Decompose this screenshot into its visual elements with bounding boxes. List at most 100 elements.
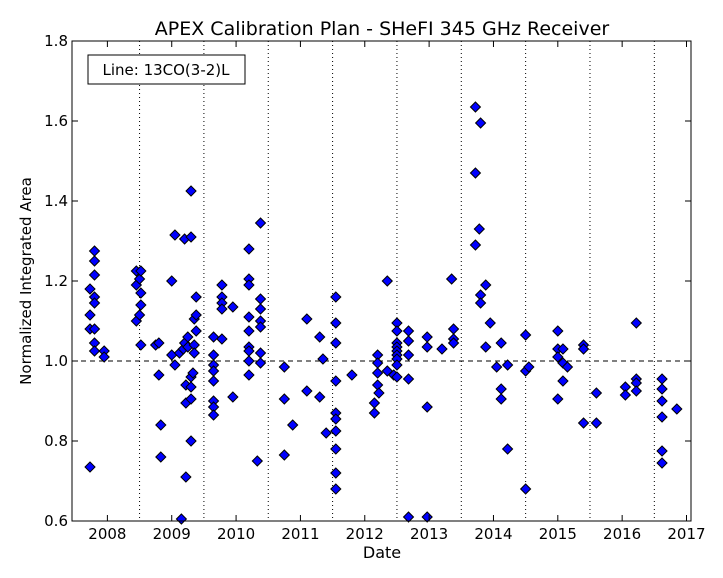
data-point	[84, 461, 96, 473]
data-point	[391, 359, 403, 371]
data-point	[88, 269, 101, 281]
data-point	[330, 425, 342, 437]
data-point	[552, 393, 564, 405]
data-point	[169, 229, 181, 241]
data-point	[391, 325, 403, 337]
data-point	[207, 349, 220, 361]
data-point	[243, 325, 255, 337]
chart-title: APEX Calibration Plan - SHeFI 345 GHz Re…	[155, 18, 610, 40]
data-point	[243, 279, 255, 291]
data-point	[656, 373, 668, 385]
data-point	[243, 355, 255, 367]
data-point	[495, 393, 507, 405]
data-point	[166, 349, 178, 361]
data-point	[301, 385, 313, 397]
x-tick-label: 2010	[217, 525, 255, 543]
x-tick-label: 2015	[539, 525, 577, 543]
data-point	[155, 419, 167, 431]
data-point	[185, 393, 197, 405]
x-tick-label: 2017	[667, 525, 705, 543]
data-point	[207, 365, 220, 377]
data-point	[381, 275, 393, 287]
data-point	[180, 471, 192, 483]
data-point	[474, 117, 487, 129]
data-point	[254, 347, 267, 359]
data-point	[88, 245, 101, 257]
data-point	[421, 511, 433, 523]
data-point	[421, 401, 433, 413]
data-point	[330, 467, 342, 479]
y-tick-label: 1.4	[44, 192, 68, 210]
data-point	[185, 381, 197, 393]
data-point	[447, 337, 460, 349]
data-point	[402, 335, 415, 347]
data-point	[133, 273, 146, 285]
data-point	[169, 359, 181, 371]
data-point	[495, 383, 507, 395]
data-point	[402, 511, 415, 523]
data-point	[630, 317, 643, 329]
x-tick-label: 2009	[153, 525, 191, 543]
data-point	[330, 413, 342, 425]
data-point	[175, 513, 188, 525]
data-point	[484, 317, 496, 329]
data-point	[227, 391, 239, 403]
data-point	[254, 217, 267, 229]
data-point	[243, 311, 255, 323]
data-point	[190, 325, 202, 337]
data-point	[495, 337, 507, 349]
y-tick-label: 1.8	[44, 32, 68, 50]
data-point	[254, 321, 267, 333]
data-point	[402, 349, 415, 361]
data-point	[216, 279, 228, 291]
x-tick-label: 2012	[346, 525, 384, 543]
data-point	[190, 291, 202, 303]
y-tick-label: 1.6	[44, 112, 68, 130]
data-point	[371, 367, 384, 379]
data-point	[330, 483, 342, 495]
data-point	[254, 357, 267, 369]
data-point	[469, 101, 482, 113]
data-point	[135, 299, 147, 311]
data-point	[368, 407, 381, 419]
axes: 2008 2009 2010 2011 2012 2013 2014 2015 2016 2017…	[44, 32, 705, 543]
data-point	[88, 255, 101, 267]
data-point	[656, 411, 668, 423]
data-point	[188, 347, 200, 359]
y-tick-label: 0.6	[44, 512, 68, 530]
data-point	[254, 303, 267, 315]
data-point	[330, 317, 342, 329]
data-point	[391, 371, 403, 383]
data-point	[153, 337, 165, 349]
legend-box: Line: 13CO(3-2)L	[87, 54, 246, 85]
data-point	[187, 367, 199, 379]
data-point	[185, 231, 197, 243]
data-point	[519, 483, 532, 495]
data-point	[469, 167, 482, 179]
y-tick-label: 0.8	[44, 432, 68, 450]
data-point	[371, 379, 384, 391]
data-point	[671, 403, 683, 415]
data-point	[88, 297, 101, 309]
data-point	[501, 359, 514, 371]
data-point	[519, 329, 532, 341]
data-point	[421, 341, 433, 353]
data-point	[330, 443, 342, 455]
y-axis-label: Normalized Integrated Area	[17, 177, 35, 385]
data-point	[552, 325, 564, 337]
data-point	[447, 323, 460, 335]
data-point	[314, 391, 326, 403]
data-point	[254, 293, 267, 305]
data-point	[557, 375, 569, 387]
data-point	[278, 361, 291, 373]
data-point	[320, 427, 332, 439]
data-point	[278, 449, 291, 461]
plot-frame	[71, 40, 692, 522]
data-point	[490, 361, 503, 373]
data-point	[630, 385, 643, 397]
x-tick-label: 2013	[410, 525, 448, 543]
data-point	[480, 341, 492, 353]
data-point	[185, 435, 197, 447]
data-point	[153, 369, 165, 381]
